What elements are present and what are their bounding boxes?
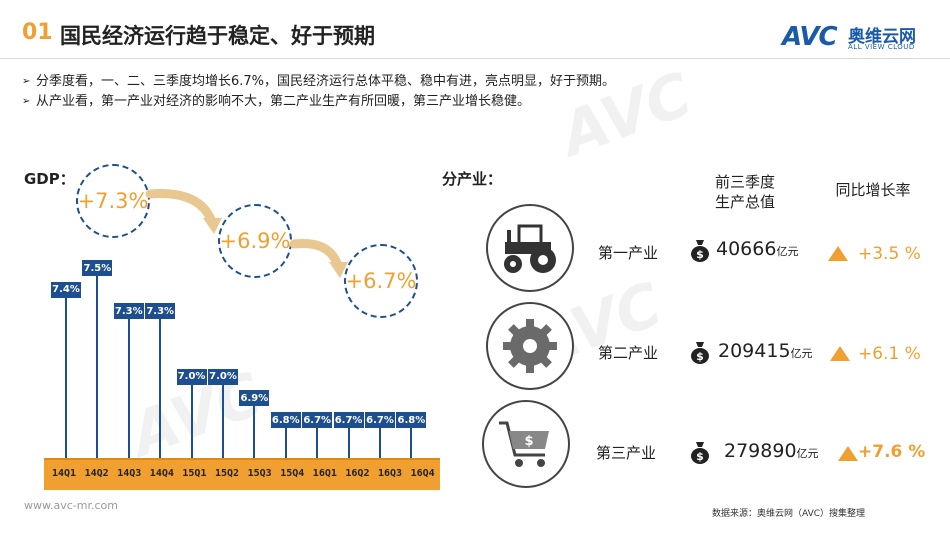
industry-value: 209415亿元 (718, 340, 813, 362)
x-axis-band: 14Q1 14Q2 14Q3 14Q4 15Q1 15Q2 15Q3 15Q4 16Q1 16Q2… (44, 458, 440, 490)
industry-rate: +7.6 % (858, 442, 926, 462)
x-tick-label: 15Q3 (247, 468, 272, 479)
industry-label: 分产业： (442, 170, 503, 188)
bar-value-label: 6.7% (365, 412, 395, 428)
svg-text:$: $ (696, 350, 704, 363)
money-bag-icon: $ (691, 342, 709, 364)
up-triangle-icon (828, 246, 848, 261)
summary-bullets: ➢ 分季度看，一、二、三季度均增长6.7%，国民经济运行总体平稳、稳中有进，亮点明… (22, 72, 615, 112)
website-url: www.avc-mr.com (24, 499, 118, 512)
x-tick-label: 15Q1 (182, 468, 207, 479)
header-divider (0, 58, 950, 59)
bar-value-label: 6.8% (270, 412, 301, 428)
value-number: 40666 (716, 238, 777, 260)
svg-text:$: $ (524, 434, 533, 449)
gdp-bubble-2016: +6.7% (344, 244, 418, 318)
industry-value: 279890亿元 (724, 440, 819, 462)
industry-name: 第一产业 (598, 244, 659, 262)
bar-value-label: 7.3% (145, 303, 176, 320)
bullet-text: 从产业看，第一产业对经济的影响不大，第二产业生产有所回暖，第三产业增长稳健。 (36, 94, 531, 109)
x-tick-label: 16Q3 (378, 468, 403, 479)
arrow-bullet-icon: ➢ (22, 76, 31, 87)
page-title: 国民经济运行趋于稳定、好于预期 (60, 24, 375, 48)
industry-name: 第二产业 (598, 344, 659, 362)
logo-name-en: ALL VIEW CLOUD (848, 43, 915, 51)
x-tick-label: 16Q4 (410, 468, 435, 479)
svg-text:$: $ (696, 248, 704, 261)
bar-stem (379, 428, 381, 458)
bar-stem (410, 428, 413, 458)
bar-value-label: 6.9% (239, 390, 270, 407)
x-tick-label: 14Q4 (149, 468, 174, 479)
value-number: 279890 (724, 440, 797, 462)
money-bag-icon: $ (691, 240, 709, 262)
bar-stem (347, 428, 350, 458)
industry-value: 40666亿元 (716, 238, 798, 260)
x-tick-label: 16Q2 (345, 468, 370, 479)
bar-stem (159, 319, 162, 458)
bullet-text: 分季度看，一、二、三季度均增长6.7%，国民经济运行总体平稳、稳中有进，亮点明显… (36, 74, 616, 89)
x-tick-label: 15Q2 (215, 468, 240, 479)
bar-value-label: 7.0% (176, 368, 207, 385)
value-unit: 亿元 (796, 447, 819, 460)
bar-value-label: 7.3% (113, 303, 144, 320)
bar-value-label: 6.7% (302, 412, 333, 428)
brand-logo: AVC 奥维云网 ALL VIEW CLOUD (782, 22, 932, 56)
svg-text:$: $ (696, 450, 704, 463)
gdp-bubble-2014: +7.3% (76, 164, 150, 238)
bar-value-label: 7.0% (208, 368, 238, 385)
bullet-item: ➢ 分季度看，一、二、三季度均增长6.7%，国民经济运行总体平稳、稳中有进，亮点明… (22, 72, 615, 92)
money-bag-icon: $ (691, 442, 709, 464)
shopping-cart-icon: $ (499, 421, 549, 467)
gdp-label: GDP： (24, 170, 75, 188)
column-header-value: 前三季度 生产总值 (714, 173, 775, 211)
bar-stem (284, 428, 287, 458)
bar-stem (127, 319, 130, 458)
industry-rate: +3.5 % (858, 244, 921, 264)
up-triangle-icon (830, 346, 850, 361)
column-header-rate: 同比增长率 (835, 181, 911, 199)
up-triangle-icon (838, 446, 858, 461)
bar-stem (316, 428, 319, 458)
value-unit: 亿元 (790, 347, 813, 360)
industry-name: 第三产业 (596, 444, 657, 462)
logo-mark: AVC (782, 22, 838, 52)
bar-value-label: 7.5% (82, 260, 113, 276)
industry-rate: +6.1 % (858, 344, 921, 364)
x-tick-label: 16Q1 (312, 468, 337, 479)
value-unit: 亿元 (776, 245, 799, 258)
industry-icon-circle (486, 302, 574, 390)
data-source: 数据来源：奥维云网（AVC）搜集整理 (712, 509, 866, 519)
x-tick-label: 14Q2 (84, 468, 109, 479)
value-number: 209415 (718, 340, 791, 362)
bar-stem (65, 297, 67, 458)
bar-value-label: 6.8% (396, 412, 427, 428)
bar-stem (222, 384, 224, 458)
bar-stem (253, 406, 256, 458)
bar-stem (96, 276, 99, 458)
bar-value-label: 6.7% (333, 412, 364, 428)
bar-value-label: 7.4% (51, 281, 81, 298)
bar-stem (190, 384, 193, 458)
logo-name-cn: 奥维云网 (848, 27, 916, 47)
gear-icon (503, 319, 557, 373)
industry-icon-circle (486, 204, 574, 292)
arrow-bullet-icon: ➢ (22, 96, 31, 107)
section-number: 01 (22, 20, 53, 45)
industry-icon-circle: $ (482, 400, 570, 488)
bullet-item: ➢ 从产业看，第一产业对经济的影响不大，第二产业生产有所回暖，第三产业增长稳健。 (22, 92, 615, 112)
x-tick-label: 14Q1 (52, 468, 77, 479)
tractor-icon (504, 224, 556, 273)
x-tick-label: 14Q3 (117, 468, 142, 479)
x-tick-label: 15Q4 (280, 468, 305, 479)
